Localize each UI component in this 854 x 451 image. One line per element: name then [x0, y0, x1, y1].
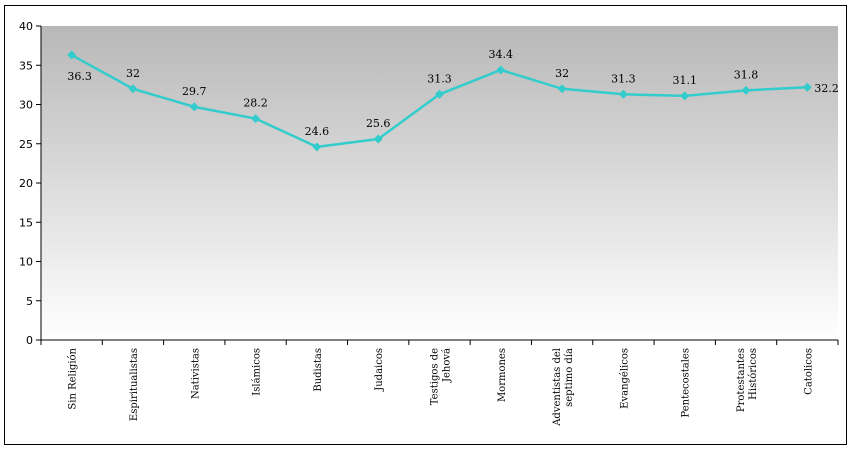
data-label: 36.3 [67, 70, 92, 83]
data-point [251, 114, 261, 124]
y-tick-label: 35 [19, 59, 33, 72]
y-tick-label: 10 [19, 256, 33, 269]
x-category-label: Islámicos [252, 348, 263, 396]
y-tick-label: 40 [19, 20, 33, 33]
x-category-label: Evangélicos [619, 348, 630, 409]
x-category-label: Judaicos [374, 348, 385, 392]
x-category-label: Espiritualistas [129, 348, 140, 421]
data-label: 29.7 [182, 85, 207, 98]
data-point [618, 89, 628, 99]
y-tick-label: 30 [19, 99, 33, 112]
x-category-label: Jehová [442, 348, 453, 383]
data-point [67, 50, 77, 60]
data-label: 25.6 [366, 117, 391, 130]
y-tick-label: 15 [19, 216, 33, 229]
data-point [128, 84, 138, 94]
x-category-label: Adventistas del [552, 348, 563, 427]
data-label: 28.2 [243, 97, 268, 110]
x-category-label: Históricos [748, 348, 759, 400]
data-point [312, 142, 322, 152]
y-tick-label: 20 [19, 177, 33, 190]
data-point [189, 102, 199, 112]
x-category-label: Budistas [313, 348, 324, 392]
data-point [680, 91, 690, 101]
data-label: 31.3 [611, 72, 636, 85]
x-category-label: Mormones [497, 348, 508, 402]
x-category-label: septimo día [564, 348, 575, 407]
data-label: 31.1 [672, 74, 697, 87]
data-point [741, 85, 751, 95]
y-tick-label: 5 [26, 295, 33, 308]
data-label: 32 [555, 67, 569, 80]
x-category-label: Nativistas [190, 348, 201, 399]
data-label: 34.4 [489, 48, 514, 61]
y-tick-label: 0 [26, 334, 33, 347]
data-label: 32 [126, 67, 140, 80]
data-point [373, 134, 383, 144]
x-category-label: Pentecostales [681, 348, 692, 418]
data-label: 31.8 [734, 68, 759, 81]
data-label: 31.3 [427, 72, 452, 85]
data-label: 24.6 [305, 125, 330, 138]
x-category-label: Catolicos [803, 348, 814, 395]
data-point [557, 84, 567, 94]
x-axis: Sin Religión Espiritualistas Nativistas Isl… [40, 339, 839, 427]
y-tick-label: 25 [19, 138, 33, 151]
data-point [496, 65, 506, 75]
series-group [67, 50, 812, 152]
y-axis: 0 5 10 15 20 25 30 35 40 [19, 20, 42, 347]
plot-area [41, 26, 838, 340]
data-label: 32.2 [814, 82, 839, 95]
data-point [435, 89, 444, 99]
x-category-label: Protestantes [736, 348, 747, 412]
x-category-label: Testigos de [430, 348, 441, 405]
data-point [802, 82, 812, 92]
data-labels: 36.3 32 29.7 28.2 24.6 25.6 31.3 34.4 32 31.3 31.1… [67, 48, 838, 138]
x-category-label: Sin Religión [68, 347, 79, 409]
